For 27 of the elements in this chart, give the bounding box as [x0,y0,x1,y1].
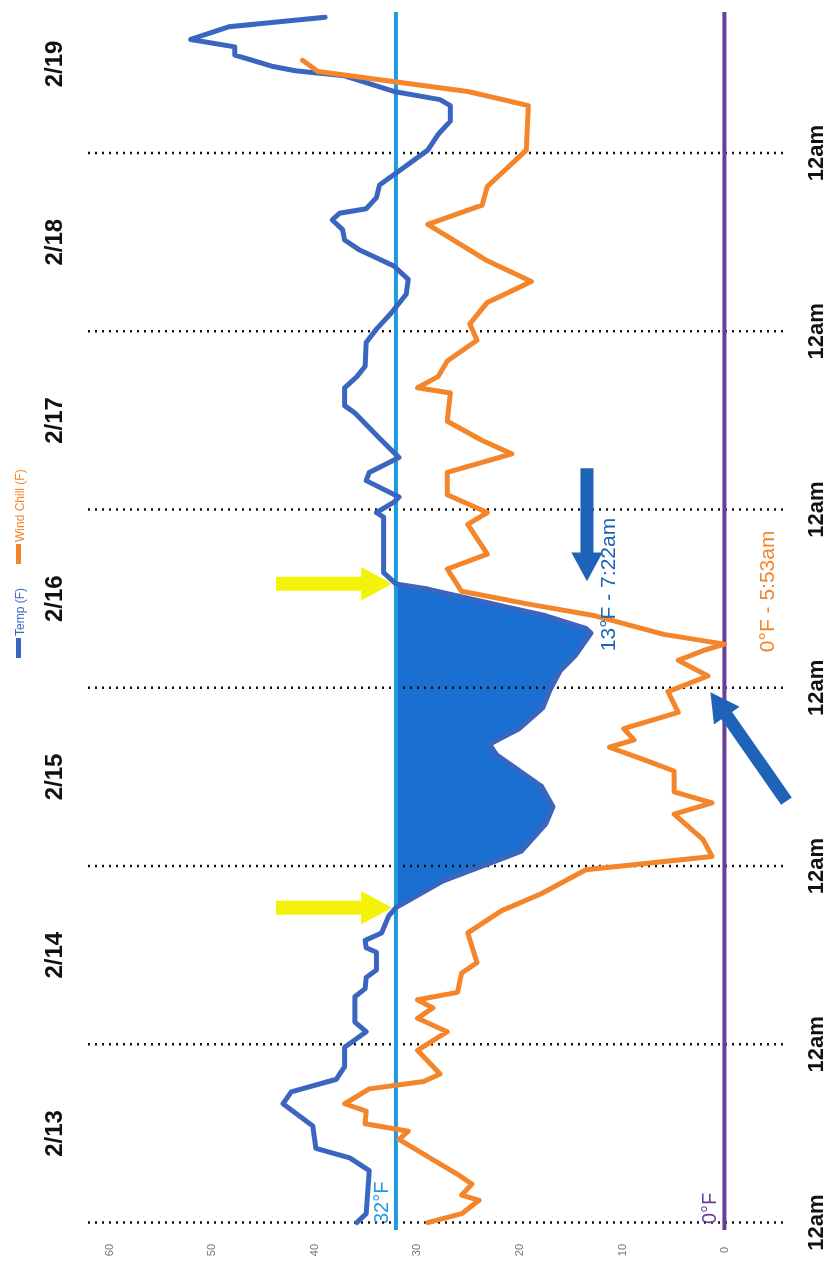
y-tick-label: 2/14 [40,931,68,979]
y-tick-label: 2/17 [40,397,68,444]
y2-tick-label: 12am [803,481,829,538]
annotation: 0°F - 5:53am [755,530,779,653]
y-tick-label: 2/19 [40,40,68,88]
y2-tick-label: 12am [803,659,829,716]
x-tick-label: 40 [307,1243,320,1257]
y-tick-label: 2/16 [40,575,68,623]
text: Temp (F) [13,588,27,636]
ref-line-label: 0°F [698,1192,721,1224]
y-tick-label: 2/15 [40,753,68,801]
y-tick-label: 2/13 [40,1110,68,1157]
y2-tick-label: 12am [803,124,829,182]
x-tick-label: 20 [513,1243,526,1257]
ref-line-label: 32°F [369,1181,392,1224]
x-tick-label: 60 [102,1243,115,1257]
x-tick-label: 50 [205,1243,218,1257]
y2-tick-label: 12am [803,837,829,895]
annotation: 13°F - 7:22am [595,517,619,652]
x-tick-label: 0 [718,1246,731,1254]
x-tick-label: 10 [615,1243,628,1257]
y2-tick-label: 12am [803,1194,829,1251]
y-tick-label: 2/18 [40,218,68,266]
y2-tick-label: 12am [803,1016,829,1073]
y2-tick-label: 12am [803,303,829,360]
text: Wind Chill (F) [13,469,27,542]
x-tick-label: 30 [410,1243,423,1257]
